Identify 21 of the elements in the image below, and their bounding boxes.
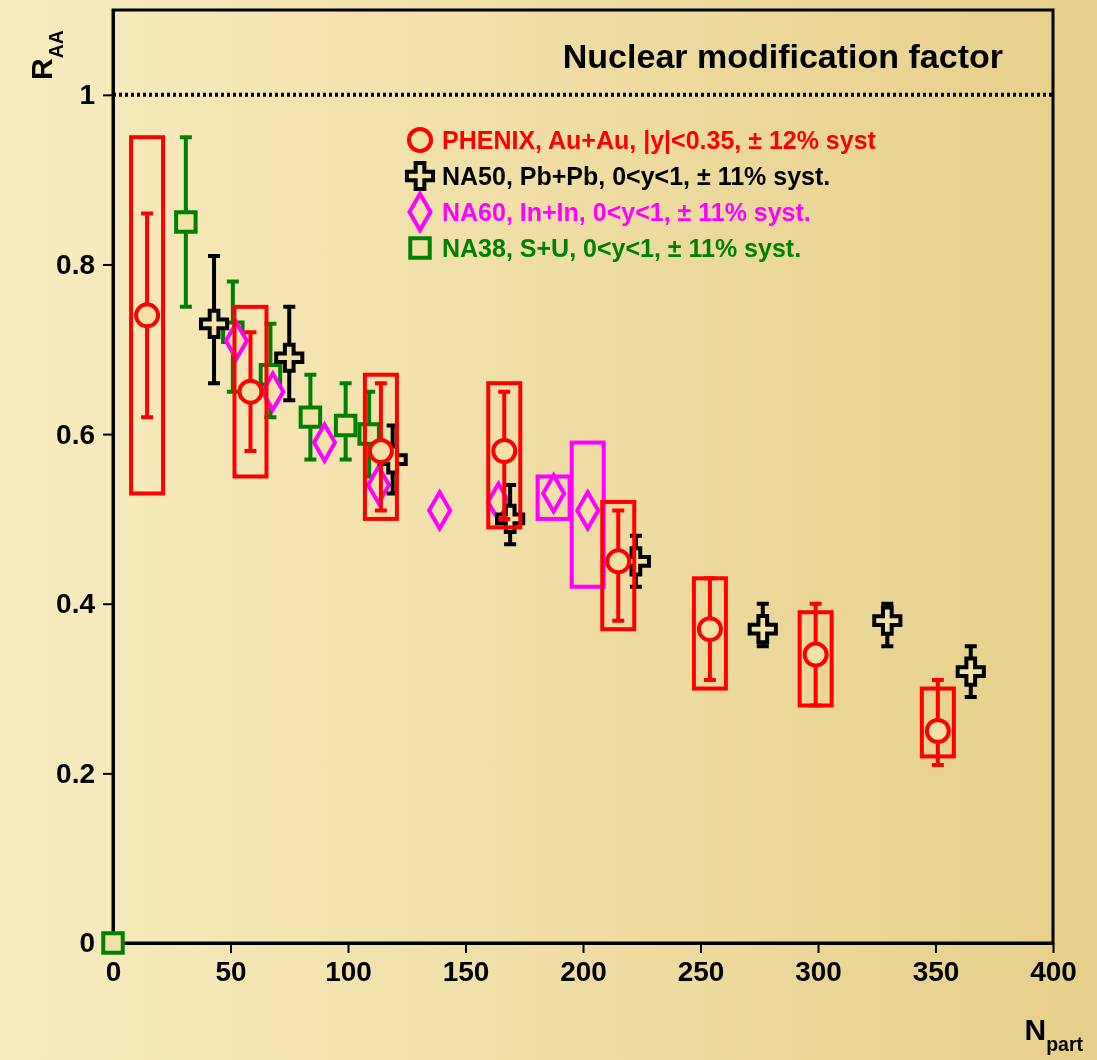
legend-label: NA60, In+In, 0<y<1, ± 11% syst. xyxy=(442,198,811,226)
x-tick-label: 200 xyxy=(560,955,607,987)
legend-label: PHENIX, Au+Au, |y|<0.35, ± 12% syst xyxy=(442,126,877,154)
x-tick-label: 400 xyxy=(1030,955,1077,987)
y-tick-label: 0.2 xyxy=(56,757,95,789)
x-tick-label: 50 xyxy=(215,955,247,987)
x-tick-label: 300 xyxy=(795,955,842,987)
y-tick-label: 0.8 xyxy=(56,248,95,280)
y-tick-label: 0 xyxy=(79,927,95,959)
x-tick-label: 100 xyxy=(325,955,372,987)
legend-label: NA38, S+U, 0<y<1, ± 11% syst. xyxy=(442,234,802,262)
y-tick-label: 1 xyxy=(79,79,95,111)
x-axis-title: N$_{part}$ xyxy=(1024,1013,1084,1055)
x-tick-label: 250 xyxy=(677,955,725,987)
x-tick-label: 350 xyxy=(912,955,960,987)
text: Nuclear modification factor xyxy=(562,37,1003,75)
y-tick-label: 0.6 xyxy=(56,418,95,450)
x-tick-label: 150 xyxy=(442,955,490,987)
y-tick-label: 0.4 xyxy=(56,588,96,620)
legend-label: NA50, Pb+Pb, 0<y<1, ± 11% syst. xyxy=(442,162,831,190)
x-tick-label: 0 xyxy=(105,955,122,987)
